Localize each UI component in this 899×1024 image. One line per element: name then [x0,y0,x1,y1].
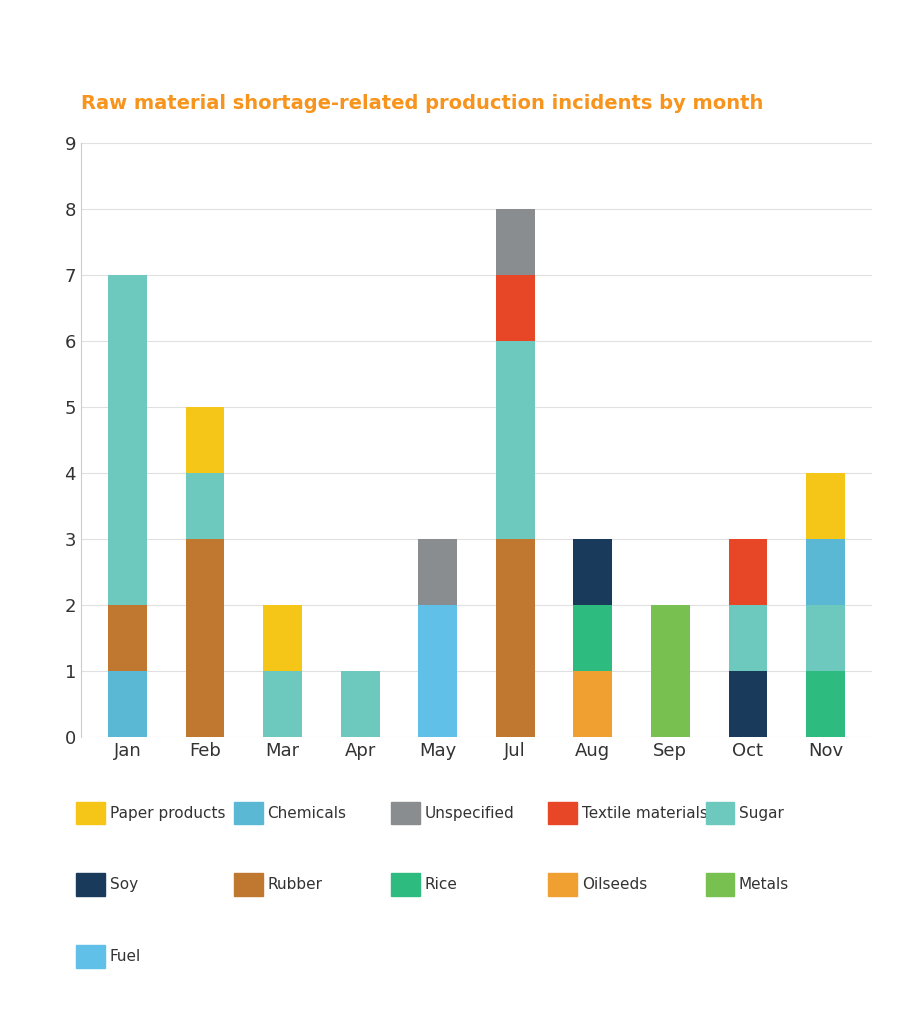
Bar [263,605,302,672]
Bar [496,540,535,737]
Bar [728,672,768,737]
Text: Oilseeds: Oilseeds [582,878,647,892]
Text: Rice: Rice [424,878,458,892]
Bar [341,672,379,737]
Text: Raw material shortage-related production incidents by month: Raw material shortage-related production… [81,93,763,113]
Bar [574,672,612,737]
Bar [185,408,225,473]
Bar [108,275,147,605]
Text: Sugar: Sugar [739,806,784,820]
Bar [728,605,768,672]
Bar [806,473,845,540]
Bar [185,473,225,540]
Text: Textile materials: Textile materials [582,806,708,820]
Bar [574,605,612,672]
Text: Soy: Soy [110,878,138,892]
Bar [108,605,147,672]
Bar [806,672,845,737]
Bar [496,209,535,275]
Text: Rubber: Rubber [267,878,322,892]
Text: Paper products: Paper products [110,806,225,820]
Bar [574,540,612,605]
Bar [185,540,225,737]
Text: Chemicals: Chemicals [267,806,346,820]
Bar [496,275,535,341]
Bar [418,540,457,605]
Bar [806,540,845,605]
Text: Metals: Metals [739,878,789,892]
Bar [496,341,535,540]
Bar [806,605,845,672]
Bar [263,672,302,737]
Text: Unspecified: Unspecified [424,806,514,820]
Text: Fuel: Fuel [110,949,141,964]
Bar [728,540,768,605]
Bar [108,672,147,737]
Bar [418,605,457,737]
Bar [651,605,690,737]
